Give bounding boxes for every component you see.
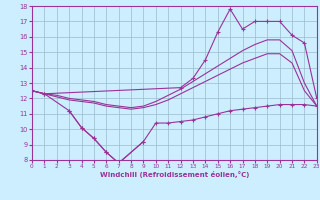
X-axis label: Windchill (Refroidissement éolien,°C): Windchill (Refroidissement éolien,°C) <box>100 171 249 178</box>
